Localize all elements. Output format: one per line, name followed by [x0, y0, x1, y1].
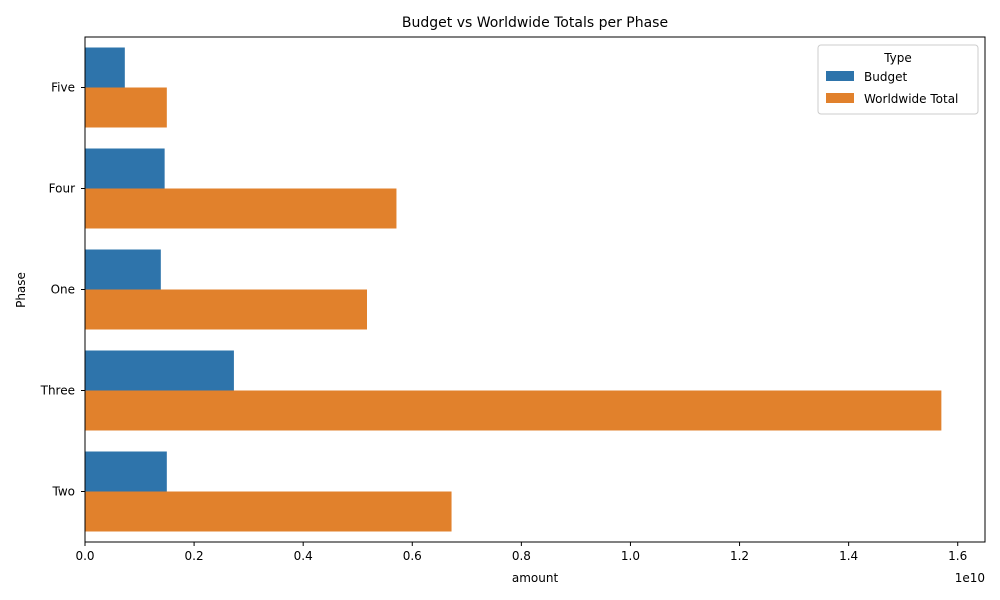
legend-label-worldwide-total: Worldwide Total [864, 92, 958, 106]
bar-two-budget [85, 451, 167, 492]
legend-label-budget: Budget [864, 70, 907, 84]
bar-one-worldwide-total [85, 289, 367, 330]
y-tick-label-five: Five [51, 81, 75, 95]
legend: Type Budget Worldwide Total [817, 44, 979, 115]
y-tick-label-two: Two [52, 485, 76, 499]
x-tick-label: 0.2 [185, 549, 204, 563]
legend-swatch-budget [826, 71, 854, 81]
bar-four-budget [85, 148, 165, 189]
bar-three-budget [85, 350, 234, 391]
plot-area: Five Four One Three Two 0.0 0.2 0.4 0.6 0.8 1.0 1.2… [40, 36, 986, 563]
x-tick-label: 1.6 [948, 549, 967, 563]
x-tick-label: 1.2 [730, 549, 749, 563]
y-axis-label: Phase [14, 272, 28, 308]
x-axis-offset-text: 1e10 [955, 571, 985, 585]
chart-title: Budget vs Worldwide Totals per Phase [402, 15, 668, 31]
x-tick-label: 1.0 [621, 549, 640, 563]
bar-one-budget [85, 249, 161, 290]
legend-box [817, 44, 979, 115]
y-tick-label-three: Three [40, 384, 75, 398]
x-axis-label: amount [512, 571, 559, 585]
x-tick-label: 0.0 [75, 549, 94, 563]
legend-title: Type [883, 51, 912, 65]
bar-five-budget [85, 47, 125, 88]
x-tick-label: 0.4 [294, 549, 313, 563]
x-tick-label: 0.8 [512, 549, 531, 563]
bar-three-worldwide-total [85, 390, 942, 431]
bar-two-worldwide-total [85, 491, 452, 532]
legend-swatch-worldwide-total [826, 93, 854, 103]
plot-frame [84, 36, 986, 543]
bar-four-worldwide-total [85, 188, 397, 229]
bar-five-worldwide-total [85, 87, 167, 128]
y-tick-label-four: Four [49, 182, 75, 196]
x-tick-label: 1.4 [839, 549, 858, 563]
x-tick-label: 0.6 [403, 549, 422, 563]
y-tick-label-one: One [51, 283, 75, 297]
